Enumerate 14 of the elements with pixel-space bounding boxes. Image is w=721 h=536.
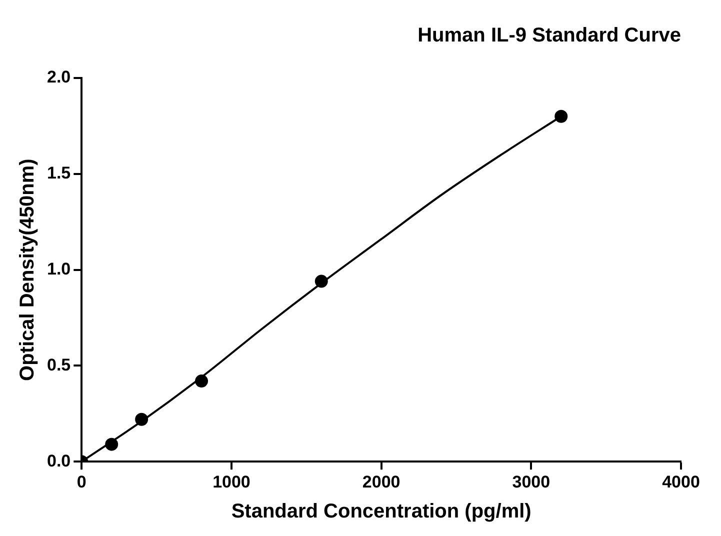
y-tick-label: 1.5 <box>46 164 71 183</box>
y-tick-label: 2.0 <box>46 68 71 87</box>
x-tick-label: 3000 <box>512 472 550 492</box>
y-axis-title: Optical Density(450nm) <box>16 158 39 381</box>
point <box>554 110 568 123</box>
y-tick-label: 0.0 <box>46 451 71 470</box>
x-tick-label: 0 <box>76 472 86 492</box>
y-tick-label: 1.0 <box>46 259 71 278</box>
chart-title: Human IL-9 Standard Curve <box>418 24 681 47</box>
x-axis-title: Standard Concentration (pg/ml) <box>231 500 532 523</box>
x-tick-label: 2000 <box>362 472 400 492</box>
x-tick-label: 1000 <box>212 472 250 492</box>
x-tick-label: 4000 <box>662 472 700 492</box>
y-tick-label: 0.5 <box>46 355 71 374</box>
